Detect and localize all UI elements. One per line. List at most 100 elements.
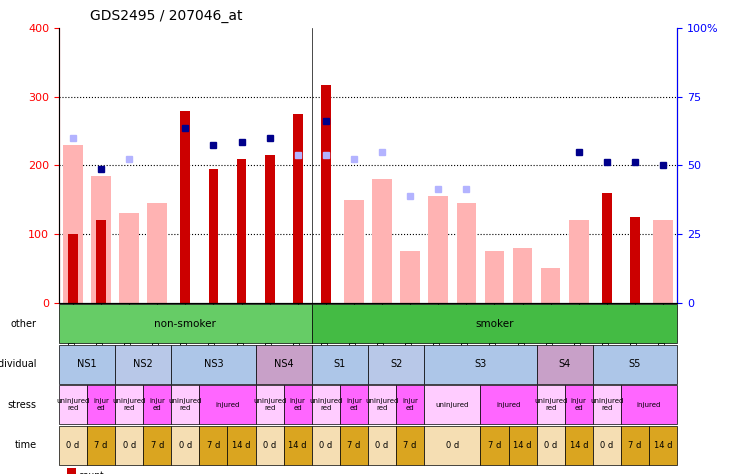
Bar — [569, 220, 589, 302]
Text: 0 d: 0 d — [122, 441, 135, 449]
Bar — [255, 345, 312, 383]
Bar — [199, 385, 255, 424]
Bar — [255, 426, 283, 465]
Text: individual: individual — [0, 359, 36, 369]
Bar — [456, 203, 476, 302]
Text: uninjured
red: uninjured red — [253, 398, 286, 411]
Bar — [255, 385, 283, 424]
Bar — [592, 345, 677, 383]
Text: uninjured
red: uninjured red — [534, 398, 567, 411]
Bar — [621, 426, 649, 465]
Text: 7 d: 7 d — [207, 441, 220, 449]
Text: 14 d: 14 d — [654, 441, 672, 449]
Bar — [602, 193, 612, 302]
Bar — [283, 426, 312, 465]
Bar — [59, 426, 87, 465]
Text: injur
ed: injur ed — [346, 398, 362, 411]
Bar — [67, 468, 76, 474]
Bar — [180, 110, 190, 302]
Text: 7 d: 7 d — [629, 441, 642, 449]
Bar — [372, 179, 392, 302]
Bar — [59, 385, 87, 424]
Text: uninjured
red: uninjured red — [309, 398, 342, 411]
Bar — [208, 169, 219, 302]
Bar — [68, 234, 78, 302]
Bar — [368, 385, 396, 424]
Text: injured: injured — [216, 401, 240, 408]
Bar — [115, 426, 144, 465]
Bar — [340, 385, 368, 424]
Text: smoker: smoker — [475, 319, 514, 328]
Bar — [96, 220, 106, 302]
Bar — [321, 85, 330, 302]
Text: uninjured
red: uninjured red — [169, 398, 202, 411]
Text: 0 d: 0 d — [319, 441, 333, 449]
Bar — [565, 385, 592, 424]
Text: 7 d: 7 d — [151, 441, 164, 449]
Text: S4: S4 — [559, 359, 571, 369]
Bar — [537, 426, 565, 465]
Bar — [513, 248, 532, 302]
Text: NS4: NS4 — [274, 359, 294, 369]
Text: injured: injured — [637, 401, 661, 408]
Bar — [424, 385, 481, 424]
Bar — [654, 220, 673, 302]
Text: NS2: NS2 — [133, 359, 153, 369]
Bar — [147, 203, 167, 302]
Text: uninjured: uninjured — [436, 401, 469, 408]
Text: 0 d: 0 d — [66, 441, 79, 449]
Bar — [424, 345, 537, 383]
Text: 7 d: 7 d — [94, 441, 107, 449]
Bar — [144, 426, 171, 465]
Bar — [87, 426, 115, 465]
Bar — [265, 155, 275, 302]
Bar — [428, 196, 448, 302]
Bar — [592, 385, 621, 424]
Text: 0 d: 0 d — [601, 441, 614, 449]
Bar — [293, 114, 302, 302]
Bar — [59, 345, 115, 383]
Text: 14 d: 14 d — [513, 441, 532, 449]
Bar — [400, 251, 420, 302]
Text: 14 d: 14 d — [570, 441, 588, 449]
Text: 7 d: 7 d — [488, 441, 501, 449]
Text: uninjured
red: uninjured red — [56, 398, 90, 411]
Text: 14 d: 14 d — [233, 441, 251, 449]
Text: S5: S5 — [629, 359, 641, 369]
Text: count: count — [79, 471, 105, 474]
Bar — [565, 426, 592, 465]
Bar — [91, 176, 111, 302]
Bar — [87, 385, 115, 424]
Text: 0 d: 0 d — [179, 441, 192, 449]
Bar — [537, 385, 565, 424]
Text: uninjured
red: uninjured red — [590, 398, 623, 411]
Bar — [541, 268, 561, 302]
Bar — [312, 426, 340, 465]
Bar — [115, 385, 144, 424]
Bar — [199, 426, 227, 465]
Bar — [649, 426, 677, 465]
Text: 0 d: 0 d — [375, 441, 389, 449]
Bar — [115, 345, 171, 383]
Text: stress: stress — [7, 400, 36, 410]
Text: 0 d: 0 d — [263, 441, 276, 449]
Text: injur
ed: injur ed — [149, 398, 165, 411]
Bar — [119, 213, 139, 302]
Bar — [344, 200, 364, 302]
Bar — [424, 426, 481, 465]
Bar — [59, 304, 312, 343]
Text: injur
ed: injur ed — [402, 398, 418, 411]
Text: 0 d: 0 d — [544, 441, 557, 449]
Bar — [621, 385, 677, 424]
Bar — [481, 385, 537, 424]
Text: uninjured
red: uninjured red — [113, 398, 146, 411]
Bar — [144, 385, 171, 424]
Bar — [312, 304, 677, 343]
Bar — [340, 426, 368, 465]
Bar — [481, 426, 509, 465]
Bar — [484, 251, 504, 302]
Bar — [396, 385, 424, 424]
Bar — [227, 426, 255, 465]
Text: 0 d: 0 d — [446, 441, 459, 449]
Text: S3: S3 — [474, 359, 486, 369]
